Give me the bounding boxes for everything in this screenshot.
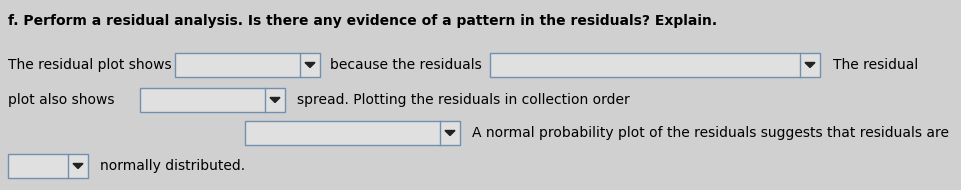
Text: The residual: The residual — [832, 58, 918, 72]
Text: normally distributed.: normally distributed. — [100, 159, 245, 173]
Text: plot also shows: plot also shows — [8, 93, 114, 107]
Polygon shape — [305, 63, 314, 67]
Text: because the residuals: because the residuals — [330, 58, 481, 72]
Polygon shape — [445, 131, 455, 135]
Polygon shape — [270, 97, 280, 102]
Bar — [175, 53, 320, 77]
Text: A normal probability plot of the residuals suggests that residuals are: A normal probability plot of the residua… — [472, 126, 948, 140]
Bar — [8, 154, 87, 178]
Text: spread. Plotting the residuals in collection order: spread. Plotting the residuals in collec… — [297, 93, 629, 107]
Bar — [140, 88, 284, 112]
Polygon shape — [73, 164, 83, 169]
Bar — [245, 121, 459, 145]
Text: The residual plot shows: The residual plot shows — [8, 58, 171, 72]
Text: f. Perform a residual analysis. Is there any evidence of a pattern in the residu: f. Perform a residual analysis. Is there… — [8, 14, 716, 28]
Bar — [489, 53, 819, 77]
Polygon shape — [804, 63, 814, 67]
